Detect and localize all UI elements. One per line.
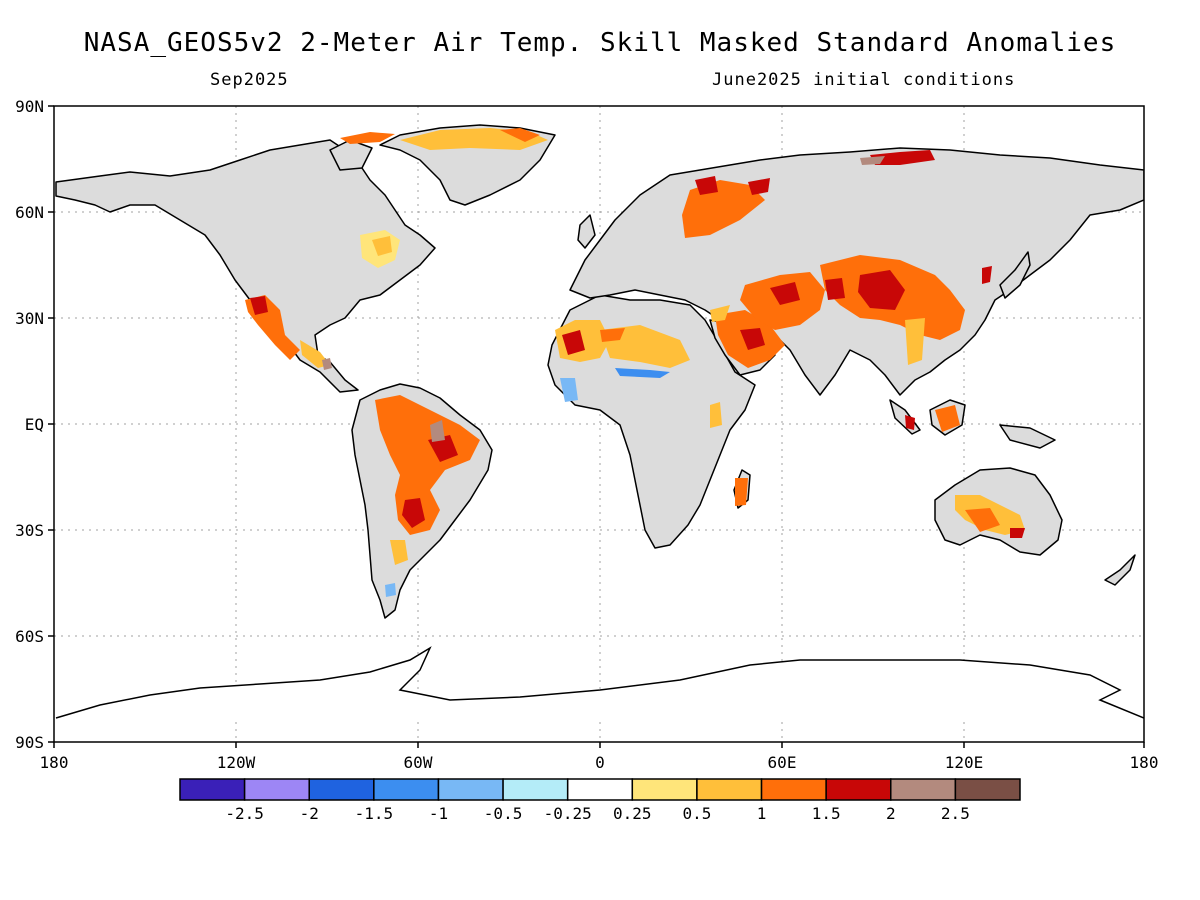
colorbar-swatch (373, 778, 440, 801)
lat-label-eq: EQ (25, 415, 44, 434)
colorbar-swatch (890, 778, 957, 801)
colorbar-label: 2 (886, 804, 896, 823)
colorbar-swatch (566, 778, 634, 801)
colorbar-label: 1 (757, 804, 767, 823)
colorbar-swatch (308, 778, 375, 801)
lon-labels: 180 120W 60W 0 60E 120E 180 (40, 753, 1159, 772)
lat-label-90s: 90S (15, 733, 44, 752)
lon-label-60w: 60W (404, 753, 433, 772)
lon-label-180e: 180 (1130, 753, 1159, 772)
colorbar-label: -2.5 (225, 804, 264, 823)
lat-label-90n: 90N (15, 97, 44, 116)
lon-label-120e: 120E (945, 753, 984, 772)
lon-label-0: 0 (595, 753, 605, 772)
colorbar-swatch (502, 778, 569, 801)
africa (547, 294, 756, 549)
colorbar-swatch (179, 778, 246, 801)
new-zealand (1104, 554, 1136, 586)
colorbar-swatch (954, 778, 1021, 801)
tick-marks (48, 105, 1145, 748)
anomaly-patches (245, 128, 1025, 597)
colorbar-label: -0.5 (484, 804, 523, 823)
north-america (55, 139, 436, 393)
colorbar-swatch (243, 778, 310, 801)
colorbar-label: -2 (300, 804, 319, 823)
lon-label-60e: 60E (768, 753, 797, 772)
colorbar-label: -1 (429, 804, 448, 823)
colorbar-swatch (437, 778, 504, 801)
lon-label-180w: 180 (40, 753, 69, 772)
lon-label-120w: 120W (217, 753, 256, 772)
colorbar-swatch (760, 778, 827, 801)
colorbar-swatch (696, 778, 763, 801)
colorbar-label: -1.5 (355, 804, 394, 823)
map-title: NASA_GEOS5v2 2-Meter Air Temp. Skill Mas… (83, 28, 1117, 58)
lat-labels: 90N 60N 30N EQ 30S 60S 90S (15, 97, 44, 752)
japan (999, 251, 1031, 299)
colorbar-label: 0.25 (613, 804, 652, 823)
colorbar-label: 2.5 (941, 804, 970, 823)
sumatra (889, 399, 921, 435)
colorbar-swatch (631, 778, 698, 801)
colorbar-labels: -2.5 -2 -1.5 -1 -0.5 -0.25 0.25 0.5 1 1.5 2 2.5 (225, 804, 969, 823)
colorbar-label: 0.5 (682, 804, 711, 823)
antarctica (55, 646, 1144, 719)
forecast-month: Sep2025 (210, 70, 289, 90)
lat-label-60n: 60N (15, 203, 44, 222)
colorbar-swatch (825, 778, 892, 801)
lat-label-60s: 60S (15, 627, 44, 646)
colorbar-label: 1.5 (812, 804, 841, 823)
colorbar-label: -0.25 (544, 804, 592, 823)
colorbar (179, 778, 1021, 801)
lat-label-30s: 30S (15, 521, 44, 540)
map-area (54, 106, 1144, 742)
new-guinea (999, 424, 1056, 449)
uk (577, 214, 596, 249)
lat-label-30n: 30N (15, 309, 44, 328)
initial-conditions-label: June2025 initial conditions (712, 70, 1016, 90)
